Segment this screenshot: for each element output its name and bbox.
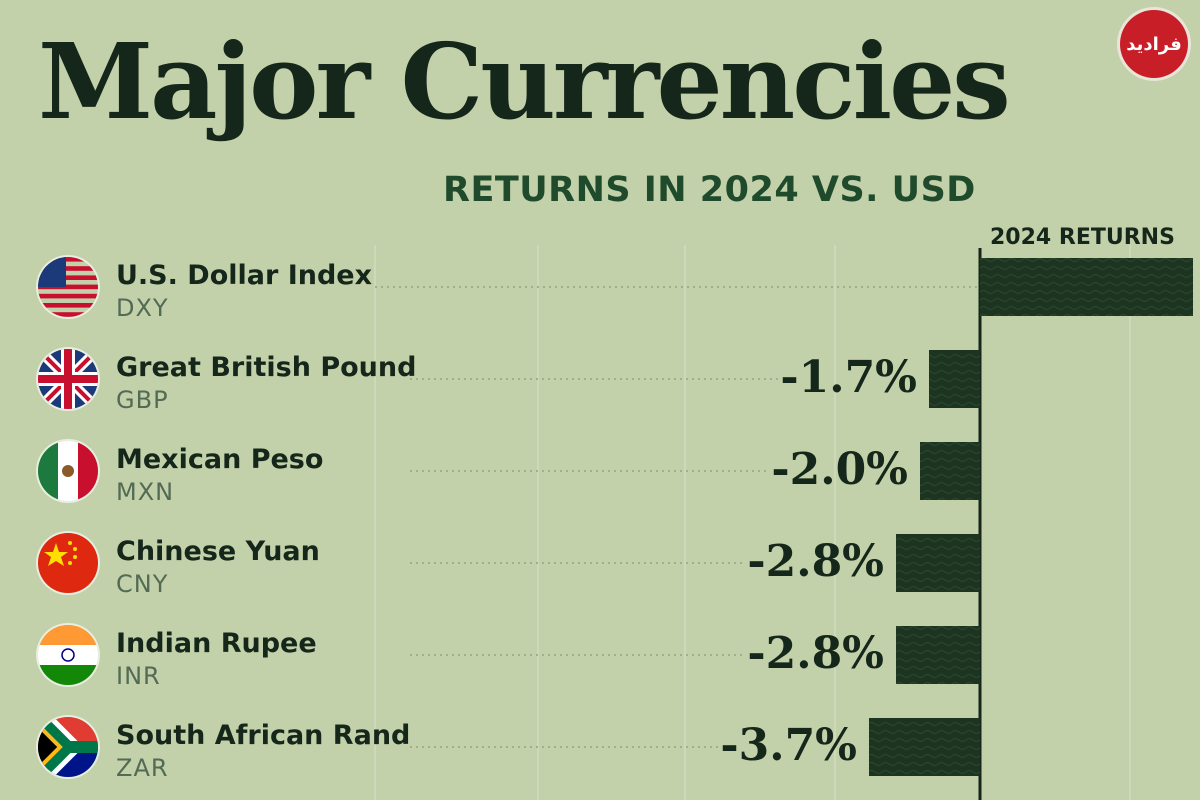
currency-code: DXY: [116, 294, 169, 322]
currency-name: Great British Pound: [116, 352, 417, 383]
chart-subtitle: RETURNS IN 2024 VS. USD: [443, 170, 976, 210]
currency-name: South African Rand: [116, 720, 411, 751]
us-flag-icon: [38, 257, 98, 317]
uk-flag-icon: [38, 349, 98, 409]
currency-code: ZAR: [116, 754, 169, 782]
currency-name: Chinese Yuan: [116, 536, 320, 567]
bar-inr: [896, 626, 980, 684]
currency-code: INR: [116, 662, 161, 690]
chart-title: Major Currencies: [38, 20, 1011, 143]
value-label: -2.8%: [747, 628, 884, 679]
value-label: -3.7%: [720, 720, 857, 771]
currency-name: U.S. Dollar Index: [116, 260, 373, 291]
china-flag-icon: [38, 533, 98, 593]
india-flag-icon: [38, 625, 98, 685]
currency-code: MXN: [116, 478, 175, 506]
south-africa-flag-icon: [38, 717, 98, 777]
faradid-logo: فرادید: [1120, 10, 1188, 78]
bar-dxy: [980, 258, 1193, 316]
column-header: 2024 RETURNS: [990, 225, 1175, 250]
value-label: -2.0%: [771, 444, 908, 495]
mexico-flag-icon: [38, 441, 98, 501]
currency-code: GBP: [116, 386, 169, 414]
bar-gbp: [929, 350, 980, 408]
bar-cny: [896, 534, 980, 592]
value-label: -2.8%: [747, 536, 884, 587]
bar-mxn: [920, 442, 980, 500]
currency-name: Indian Rupee: [116, 628, 317, 659]
bar-zar: [869, 718, 980, 776]
currency-code: CNY: [116, 570, 169, 598]
value-label: -1.7%: [780, 352, 917, 403]
currency-name: Mexican Peso: [116, 444, 324, 475]
